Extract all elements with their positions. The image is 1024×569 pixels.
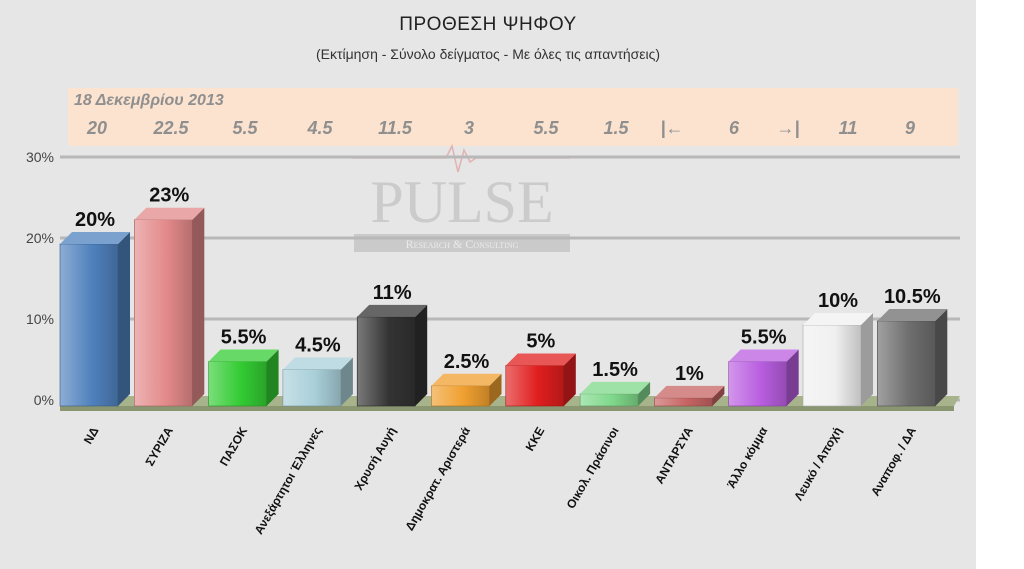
bar-front: [59, 243, 119, 407]
previous-poll-value: 11: [838, 118, 858, 138]
previous-poll-value: 22.5: [153, 118, 189, 138]
bar-front: [505, 365, 565, 407]
bar-side: [786, 349, 799, 406]
bar-front: [654, 397, 713, 407]
bar: [431, 373, 502, 407]
bar-front: [431, 385, 490, 407]
x-category-label: Χρυσή Αυγή: [351, 425, 398, 493]
bar-top: [505, 353, 576, 366]
x-category-label: ΣΥΡΙΖΑ: [143, 424, 177, 468]
previous-poll-value: 5.5: [533, 118, 559, 138]
pulse-watermark: PULSE Research & Consulting: [352, 143, 570, 252]
previous-poll-value: 3: [463, 118, 475, 138]
data-label: 5.5%: [221, 326, 267, 348]
chart-floor-front: [60, 406, 954, 411]
y-tick-label: 30%: [26, 149, 54, 165]
bar: [282, 357, 353, 407]
bar-side: [192, 207, 205, 406]
bar: [728, 349, 799, 407]
x-category-label: Αναποφ. / ΔΑ: [868, 424, 919, 498]
previous-poll-value: 1.5: [603, 118, 629, 138]
bar: [876, 308, 948, 407]
bar-side: [415, 304, 428, 406]
data-label: 5%: [526, 331, 555, 353]
bar-side: [266, 349, 279, 406]
bar-top: [134, 207, 205, 220]
bar-chart: PULSE Research & Consulting 0%10%20%30% …: [26, 143, 960, 537]
data-label: 10%: [818, 290, 858, 312]
bar-front: [876, 320, 936, 407]
bar-top: [580, 381, 651, 394]
bar-side: [712, 385, 725, 406]
previous-poll-value: 11.5: [378, 118, 412, 138]
bar: [579, 381, 651, 407]
bar: [802, 313, 873, 407]
bar-front: [728, 361, 788, 407]
data-label: 20%: [75, 209, 115, 231]
x-category-label: Άλλο κόμμα: [724, 424, 771, 491]
watermark-subtitle-text: Research & Consulting: [406, 237, 519, 251]
bar-side: [340, 357, 353, 406]
chart-title: ΠΡΟΘΕΣΗ ΨΗΦΟΥ: [399, 14, 577, 35]
data-label: 1.5%: [592, 359, 638, 381]
x-category-label: ΠΑΣΟΚ: [217, 424, 251, 468]
bar-side: [638, 381, 651, 406]
bar-top: [431, 373, 502, 386]
previous-poll-value: →|: [776, 118, 800, 138]
data-label: 10.5%: [884, 286, 941, 308]
previous-poll-date: 18 Δεκεμβρίου 2013: [74, 92, 224, 109]
data-label: 1%: [675, 363, 704, 385]
bar: [59, 232, 130, 407]
bar-front: [282, 369, 342, 407]
bar-top: [208, 349, 279, 362]
x-category-label: Λευκό / Αποχή: [791, 425, 844, 503]
x-category-label: Οικολ. Πράσινοι: [564, 425, 622, 512]
data-label: 4.5%: [295, 335, 341, 357]
bar-side: [563, 353, 576, 406]
bar-side: [861, 313, 873, 406]
bar: [356, 304, 428, 407]
data-label: 5.5%: [741, 326, 787, 348]
y-tick-label: 10%: [26, 311, 54, 327]
bar-front: [356, 316, 416, 407]
previous-poll-value: 9: [904, 118, 916, 138]
bar-front: [802, 324, 862, 407]
x-category-label: ΚΚΕ: [523, 425, 548, 454]
previous-poll-value: 5.5: [232, 118, 258, 138]
y-tick-label: 0%: [34, 392, 54, 408]
bar-side: [489, 373, 502, 406]
bar-top: [728, 349, 799, 362]
data-label: 23%: [149, 185, 189, 207]
x-category-label: ΑΝΤΑΡΣΥΑ: [652, 424, 696, 486]
x-category-label: Δημοκρατ. Αριστερά: [402, 424, 473, 533]
watermark-logo-text: PULSE: [370, 169, 553, 235]
y-tick-label: 20%: [26, 230, 54, 246]
previous-poll-value: 20: [86, 118, 108, 138]
bar-top: [60, 232, 130, 244]
bar-top: [357, 304, 428, 317]
x-category-label: Ανεξάρτητοι Έλληνες: [252, 425, 325, 537]
x-category-label: ΝΔ: [81, 424, 102, 446]
previous-poll-value: |←: [660, 118, 684, 138]
data-label: 11%: [373, 282, 412, 304]
bar: [654, 385, 725, 407]
bar-front: [579, 393, 639, 407]
previous-poll-value: 4.5: [307, 118, 333, 138]
bar-front: [134, 219, 193, 407]
data-label: 2.5%: [444, 351, 490, 373]
bar-top: [803, 313, 873, 325]
previous-poll-band: [68, 88, 958, 146]
previous-poll-value: 6: [728, 118, 740, 138]
bar-top: [282, 357, 353, 370]
chart-subtitle: (Εκτίμηση - Σύνολο δείγματος - Με όλες τ…: [315, 46, 661, 62]
bar: [134, 207, 205, 407]
bar-side: [935, 308, 948, 406]
bar-top: [654, 385, 725, 398]
bar: [208, 349, 279, 407]
bar-side: [118, 232, 130, 406]
bar-top: [877, 308, 948, 321]
bar: [505, 353, 576, 407]
bar-front: [208, 361, 267, 407]
